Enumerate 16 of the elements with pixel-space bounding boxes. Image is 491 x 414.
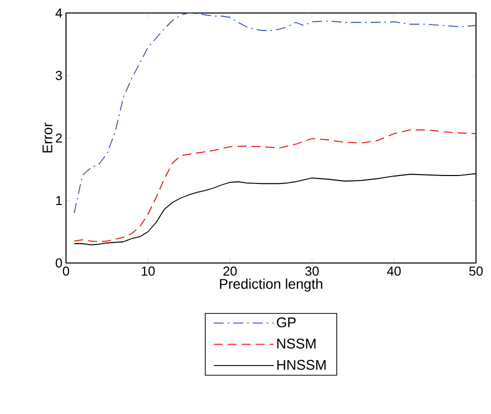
x-axis-title: Prediction length — [220, 278, 322, 292]
legend-label: NSSM — [277, 338, 316, 349]
x-tick-label: 0 — [62, 266, 70, 276]
y-tick-label: 1 — [56, 196, 62, 205]
y-axis-title: Error — [42, 122, 52, 152]
x-tick-label: 30 — [305, 266, 319, 276]
x-tick-label: 40 — [387, 266, 401, 276]
y-tick-label: 0 — [56, 258, 62, 268]
x-tick-label: 20 — [223, 266, 237, 276]
y-tick-label: 2 — [56, 133, 62, 143]
legend-label: HNSSM — [277, 360, 326, 370]
legend-label: GP — [276, 317, 296, 328]
y-tick-label: 3 — [56, 70, 62, 80]
y-tick-label: 4 — [56, 8, 62, 18]
x-tick-label: 10 — [142, 266, 155, 276]
x-tick-label: 50 — [469, 266, 483, 276]
